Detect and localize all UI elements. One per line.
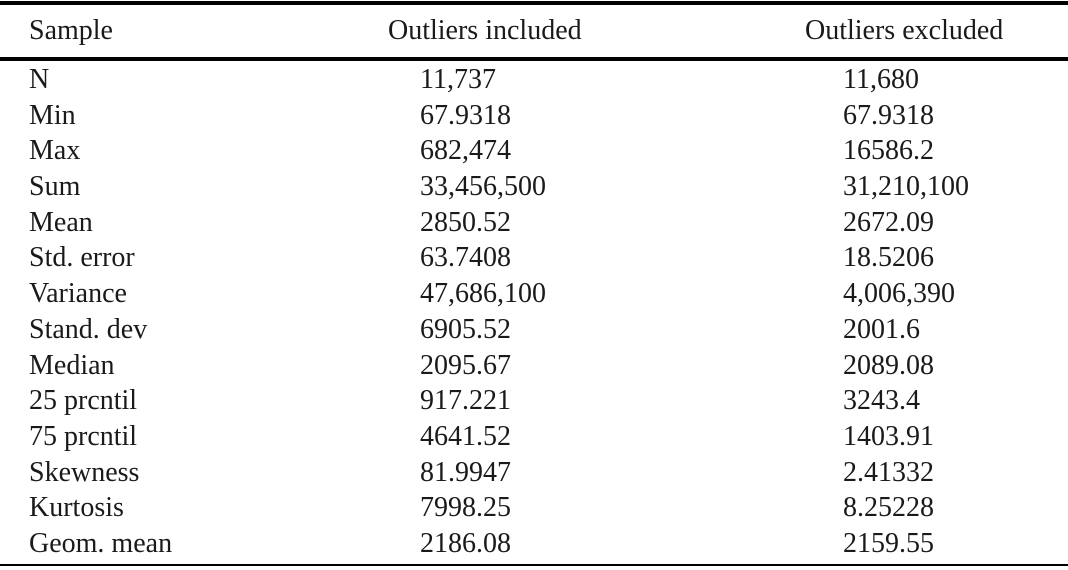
table-rule-top — [0, 1, 1068, 5]
row-label: 25 prcntil — [29, 385, 138, 417]
table-row: 75 prcntil 4641.52 1403.91 — [0, 419, 1068, 455]
value-outliers-excluded: 4,006,390 — [843, 278, 955, 310]
row-label: Variance — [29, 278, 127, 310]
value-outliers-included: 682,474 — [420, 135, 511, 167]
value-outliers-excluded: 8.25228 — [843, 492, 934, 524]
value-outliers-excluded: 11,680 — [843, 64, 919, 95]
row-label: Mean — [29, 206, 93, 238]
row-label: 75 prcntil — [29, 420, 138, 452]
table-row: Mean 2850.52 2672.09 — [0, 205, 1068, 241]
value-outliers-excluded: 2089.08 — [843, 349, 934, 381]
table-row: Skewness 81.9947 2.41332 — [0, 455, 1068, 491]
row-label: Stand. dev — [29, 313, 148, 345]
row-label: Sum — [29, 171, 81, 203]
value-outliers-excluded: 2001.6 — [843, 313, 920, 345]
table-row: Median 2095.67 2089.08 — [0, 348, 1068, 384]
value-outliers-included: 2850.52 — [420, 206, 511, 238]
table-row: Geom. mean 2186.08 2159.55 — [0, 526, 1068, 562]
value-outliers-excluded: 3243.4 — [843, 385, 920, 417]
row-label: Median — [29, 349, 115, 381]
value-outliers-excluded: 1403.91 — [843, 420, 934, 452]
row-label: Min — [29, 99, 76, 131]
value-outliers-excluded: 2.41332 — [843, 456, 934, 488]
table-header-row: Sample Outliers included Outliers exclud… — [0, 5, 1068, 57]
table-row: Std. error 63.7408 18.5206 — [0, 240, 1068, 276]
column-header-outliers-excluded: Outliers excluded — [805, 15, 1004, 46]
value-outliers-included: 7998.25 — [420, 492, 511, 524]
value-outliers-included: 917.221 — [420, 385, 511, 417]
row-label: Kurtosis — [29, 492, 124, 524]
table-row: Stand. dev 6905.52 2001.6 — [0, 312, 1068, 348]
row-label: Std. error — [29, 242, 135, 274]
table-row: Max 682,474 16586.2 — [0, 133, 1068, 169]
value-outliers-included: 2186.08 — [420, 527, 511, 559]
row-label: N — [29, 64, 50, 95]
table-row: 25 prcntil 917.221 3243.4 — [0, 383, 1068, 419]
value-outliers-included: 4641.52 — [420, 420, 511, 452]
table-rule-header-separator — [0, 57, 1068, 61]
value-outliers-excluded: 16586.2 — [843, 135, 934, 167]
table-rule-bottom — [0, 563, 1068, 566]
row-label: Skewness — [29, 456, 140, 488]
value-outliers-excluded: 2159.55 — [843, 527, 934, 559]
column-header-outliers-included: Outliers included — [388, 15, 582, 46]
table-body: N 11,737 11,680 Min 67.9318 67.9318 Max … — [0, 61, 1068, 562]
row-label: Max — [29, 135, 81, 167]
value-outliers-included: 63.7408 — [420, 242, 511, 274]
column-header-sample: Sample — [29, 15, 113, 46]
row-label: Geom. mean — [29, 527, 173, 559]
table-row: N 11,737 11,680 — [0, 62, 1068, 98]
value-outliers-excluded: 18.5206 — [843, 242, 934, 274]
value-outliers-included: 81.9947 — [420, 456, 511, 488]
value-outliers-excluded: 67.9318 — [843, 99, 934, 131]
value-outliers-excluded: 2672.09 — [843, 206, 934, 238]
value-outliers-excluded: 31,210,100 — [843, 171, 969, 203]
value-outliers-included: 2095.67 — [420, 349, 511, 381]
value-outliers-included: 47,686,100 — [420, 278, 546, 310]
value-outliers-included: 11,737 — [420, 64, 496, 95]
value-outliers-included: 67.9318 — [420, 99, 511, 131]
value-outliers-included: 33,456,500 — [420, 171, 546, 203]
table-row: Kurtosis 7998.25 8.25228 — [0, 490, 1068, 526]
table-row: Sum 33,456,500 31,210,100 — [0, 169, 1068, 205]
value-outliers-included: 6905.52 — [420, 313, 511, 345]
table-row: Variance 47,686,100 4,006,390 — [0, 276, 1068, 312]
table-row: Min 67.9318 67.9318 — [0, 98, 1068, 134]
